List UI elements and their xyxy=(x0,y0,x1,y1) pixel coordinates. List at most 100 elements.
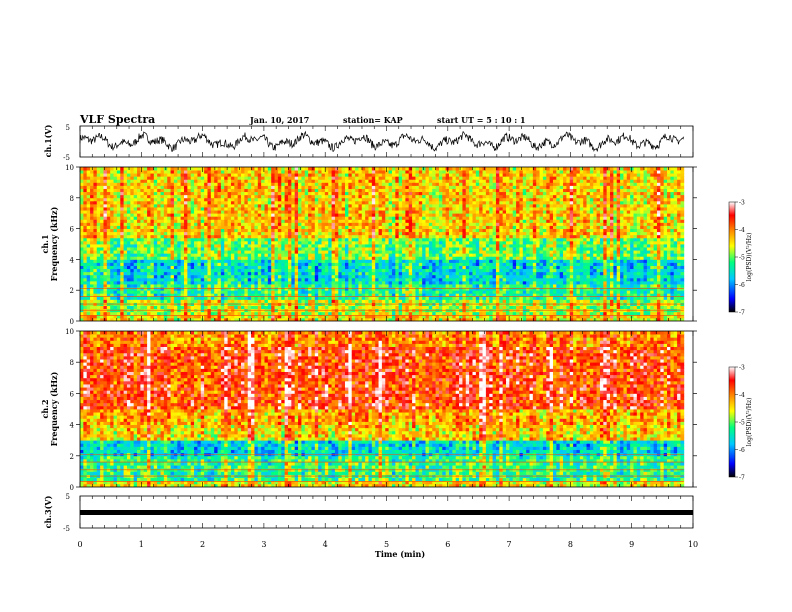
spectrogram-cell xyxy=(432,317,436,321)
spectrogram-cell xyxy=(475,280,480,285)
spectrogram-cell xyxy=(267,299,272,303)
spectrogram-cell xyxy=(667,299,671,303)
spectrogram-cell xyxy=(244,271,249,276)
spectrogram-cell xyxy=(556,250,561,254)
spectrogram-cell xyxy=(670,265,675,270)
spectrogram-cell xyxy=(395,250,400,254)
spectrogram-cell xyxy=(422,317,426,321)
spectrogram-cell xyxy=(489,299,493,303)
spectrogram-cell xyxy=(448,280,453,285)
spectrogram-cell xyxy=(197,280,202,285)
spectrogram-cell xyxy=(499,280,504,285)
spectrogram-cell xyxy=(677,250,681,254)
spectrogram-cell xyxy=(630,237,634,242)
spectrogram-cell xyxy=(311,296,316,300)
spectrogram-cell xyxy=(224,253,228,257)
spectrogram-cell xyxy=(257,317,262,321)
spectrogram-cell xyxy=(177,317,182,321)
spectrogram-cell xyxy=(479,293,483,297)
spectrogram-cell xyxy=(603,244,608,248)
spectrogram-cell xyxy=(251,296,255,300)
spectrogram-cell xyxy=(324,305,329,310)
spectrogram-cell xyxy=(348,253,353,257)
spectrogram-cell xyxy=(563,262,567,266)
spectrogram-cell xyxy=(536,296,540,300)
spectrogram-cell xyxy=(388,271,393,276)
spectrogram-cell xyxy=(345,317,349,321)
spectrogram-cell xyxy=(113,317,118,321)
spectrogram-cell xyxy=(160,296,165,300)
spectrogram-cell xyxy=(116,290,121,294)
spectrogram-cell xyxy=(284,247,289,251)
spectrogram-cell xyxy=(267,237,272,242)
spectrogram-cell xyxy=(271,290,275,294)
spectrogram-cell xyxy=(422,274,426,279)
spectrogram-cell xyxy=(405,253,410,257)
spectrogram-cell xyxy=(613,305,618,310)
spectrogram-cell xyxy=(177,250,182,254)
spectrogram-cell xyxy=(157,240,161,245)
spectrogram-cell xyxy=(294,259,299,263)
spectrogram-cell xyxy=(190,305,195,310)
spectrogram-cell xyxy=(529,247,534,251)
spectrogram-cell xyxy=(583,274,587,279)
spectrogram-cell xyxy=(244,293,249,297)
spectrogram-cell xyxy=(422,256,426,260)
spectrogram-cell xyxy=(405,271,410,276)
spectrogram-cell xyxy=(529,305,534,310)
spectrogram-cell xyxy=(435,293,440,297)
spectrogram-cell xyxy=(616,274,621,279)
spectrogram-cell xyxy=(170,296,175,300)
spectrogram-cell xyxy=(465,247,470,251)
spectrogram-cell xyxy=(153,253,158,257)
spectrogram-cell xyxy=(452,234,457,239)
spectrogram-cell xyxy=(630,244,634,248)
spectrogram-cell xyxy=(482,277,487,282)
spectrogram-cell xyxy=(566,290,571,294)
spectrogram-cell xyxy=(489,259,493,263)
spectrogram-cell xyxy=(502,268,507,273)
spectrogram-cell xyxy=(351,271,356,276)
spectrogram-cell xyxy=(546,262,551,266)
spectrogram-cell xyxy=(391,234,396,239)
spectrogram-cell xyxy=(495,250,500,254)
spectrogram-cell xyxy=(630,250,634,254)
spectrogram-cell xyxy=(579,253,584,257)
spectrogram-cell xyxy=(620,237,624,242)
spectrogram-cell xyxy=(291,290,296,294)
spectrogram-cell xyxy=(432,256,436,260)
spectrogram-cell xyxy=(113,280,118,285)
spectrogram-cell xyxy=(482,259,487,263)
spectrogram-cell xyxy=(180,271,185,276)
spectrogram-cell xyxy=(536,299,540,303)
spectrogram-cell xyxy=(445,247,450,251)
spectrogram-cell xyxy=(365,293,369,297)
spectrogram-cell xyxy=(425,280,430,285)
spectrogram-cell xyxy=(566,280,571,285)
spectrogram-cell xyxy=(425,253,430,257)
spectrogram-cell xyxy=(432,247,436,251)
spectrogram-cell xyxy=(589,265,594,270)
spectrogram-cell xyxy=(422,265,426,270)
spectrogram-cell xyxy=(334,290,339,294)
spectrogram-cell xyxy=(663,280,668,285)
spectrogram-cell xyxy=(214,234,218,239)
spectrogram-cell xyxy=(432,240,436,245)
spectrogram-cell xyxy=(351,305,356,310)
spectrogram-cell xyxy=(190,314,195,319)
spectrogram-cell xyxy=(673,256,678,260)
spectrogram-cell xyxy=(264,299,269,303)
spectrogram-cell xyxy=(378,314,383,319)
spectrogram-cell xyxy=(96,237,101,242)
spectrogram-cell xyxy=(512,250,517,254)
spectrogram-cell xyxy=(190,296,195,300)
spectrogram-cell xyxy=(143,314,148,319)
spectrogram-cell xyxy=(422,234,426,239)
spectrogram-cell xyxy=(106,253,111,257)
spectrogram-cell xyxy=(462,280,467,285)
spectrogram-cell xyxy=(271,296,275,300)
spectrogram-cell xyxy=(452,247,457,251)
spectrogram-cell xyxy=(422,262,426,266)
spectrogram-cell xyxy=(294,296,299,300)
spectrogram-cell xyxy=(650,244,655,248)
